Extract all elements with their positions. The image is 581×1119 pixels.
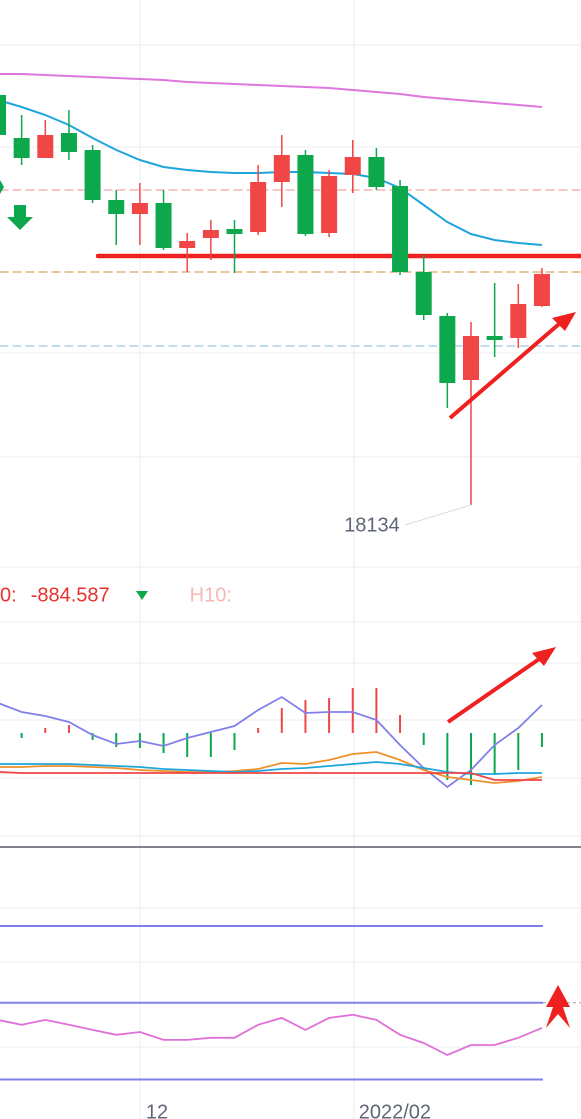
readout-value: -884.587 bbox=[31, 584, 110, 606]
x-tick-label: 2022/02 bbox=[359, 1101, 431, 1119]
candle-body bbox=[273, 155, 290, 182]
candle-body bbox=[510, 304, 527, 338]
annotations bbox=[0, 180, 576, 1028]
indicator-line bbox=[0, 751, 543, 784]
candle-body bbox=[37, 135, 54, 158]
x-tick-label: 12 bbox=[146, 1101, 168, 1119]
candle-body bbox=[321, 176, 338, 233]
trend-icon bbox=[136, 591, 148, 600]
candle-body bbox=[344, 157, 361, 175]
plot: 18134 0: -884.587 H10: 12 2022/02 bbox=[0, 73, 581, 1119]
candle-body bbox=[533, 274, 550, 306]
candle-body bbox=[439, 316, 456, 383]
down-icon bbox=[0, 180, 4, 194]
candle-body bbox=[179, 241, 196, 248]
arrow bbox=[446, 653, 547, 724]
candle-body bbox=[226, 229, 243, 234]
candle-body bbox=[486, 336, 503, 340]
low-label: 18134 bbox=[344, 514, 400, 536]
candle-body bbox=[392, 186, 409, 272]
candle-body bbox=[108, 200, 125, 214]
oscillator-line bbox=[0, 1013, 543, 1056]
indicator-line bbox=[0, 695, 543, 789]
ma-line bbox=[0, 99, 542, 246]
low-leader bbox=[404, 504, 472, 526]
candle-body bbox=[155, 203, 172, 248]
candle-body bbox=[84, 150, 101, 200]
candle-body bbox=[13, 138, 30, 158]
readout-label: 0: bbox=[0, 584, 17, 606]
candle-body bbox=[415, 272, 432, 315]
candle-body bbox=[0, 95, 6, 135]
down-icon bbox=[7, 205, 33, 230]
candle-body bbox=[202, 230, 219, 238]
candle-body bbox=[368, 157, 385, 187]
candle-body bbox=[463, 336, 479, 380]
arrow-head bbox=[552, 312, 576, 331]
up-icon bbox=[546, 985, 570, 1028]
candle-body bbox=[131, 203, 148, 214]
arrow bbox=[448, 316, 568, 420]
indicator-line bbox=[0, 771, 542, 781]
arrow-head bbox=[532, 647, 556, 666]
candle-body bbox=[297, 155, 314, 234]
candle-body bbox=[60, 133, 77, 152]
readout-label: H10: bbox=[190, 584, 232, 606]
ma-line bbox=[0, 73, 542, 108]
candle-body bbox=[250, 182, 267, 232]
